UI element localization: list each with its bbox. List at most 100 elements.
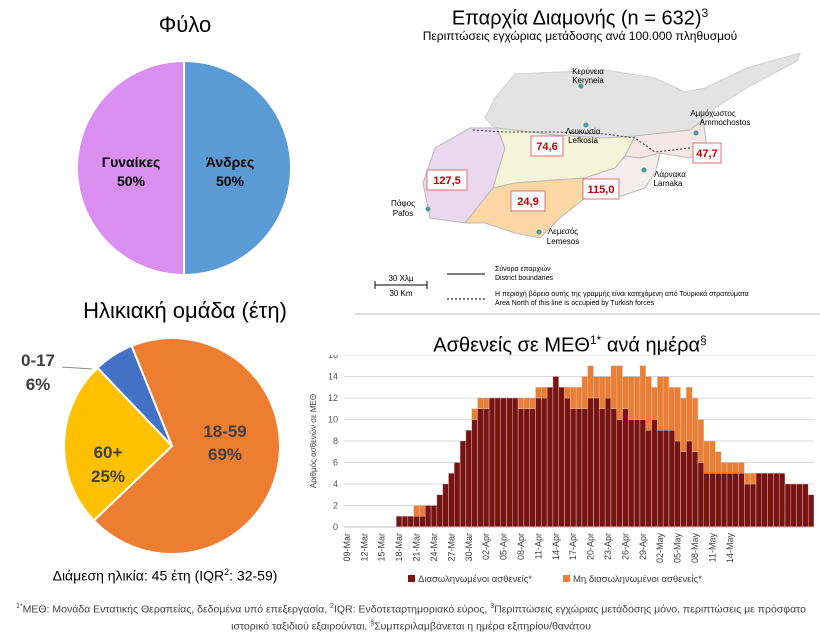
bar-non-intubated: [628, 376, 635, 420]
sex-chart-title: Φύλο: [158, 12, 212, 37]
rate-box-ammochostos: [692, 142, 722, 164]
bar-intubated: [616, 419, 623, 528]
x-tick-label: 30-Mar: [464, 533, 474, 562]
bar-intubated: [517, 408, 525, 528]
bar-non-intubated: [581, 376, 588, 409]
bar-intubated: [674, 440, 681, 528]
x-tick-label: 24-Mar: [429, 533, 439, 562]
legend-occupied-en: Area North of this line is occupied by T…: [495, 300, 655, 307]
bar-intubated: [552, 376, 559, 528]
x-tick-label: 02-Apr: [481, 533, 491, 560]
bar-non-intubated: [692, 397, 699, 452]
legend-label-intubated: Διασωληνωμένοι ασθενείς*: [418, 574, 532, 585]
city-name-keryneia-gr: Κερύνεια: [572, 67, 604, 76]
bar-non-intubated: [419, 505, 426, 517]
bar-intubated: [645, 430, 652, 528]
bar-intubated: [407, 516, 414, 528]
rate-box-larnaka: [582, 178, 620, 200]
bar-non-intubated: [413, 505, 420, 517]
bar-intubated: [784, 483, 791, 528]
occupied-line: [472, 129, 691, 153]
bar-non-intubated: [633, 376, 641, 420]
x-tick-label: 23-Apr: [603, 533, 613, 560]
age-slice-18-59: [92, 337, 281, 555]
scale-km-en: 30 Km: [389, 289, 412, 298]
legend-boundary-en: District boundaries: [495, 275, 553, 282]
city-name-lemesos-en: Lemesos: [547, 237, 579, 246]
bar-non-intubated: [477, 397, 484, 409]
city-name-pafos-en: Pafos: [393, 209, 413, 218]
bar-non-intubated: [517, 397, 525, 409]
bar-intubated: [546, 387, 554, 528]
x-tick-label: 05-Apr: [499, 533, 509, 560]
x-tick-label: 08-Apr: [516, 533, 526, 560]
bar-intubated: [587, 397, 594, 528]
bar-intubated: [604, 397, 612, 528]
age-slice-pct-60plus: 25%: [91, 467, 125, 486]
rate-box-pafos: [426, 169, 468, 191]
bar-non-intubated: [657, 376, 664, 431]
bar-intubated: [465, 430, 472, 528]
bar-intubated: [738, 473, 745, 528]
bar-intubated: [761, 473, 768, 528]
city-dot-ammochostos: [693, 130, 699, 136]
bar-intubated: [413, 516, 420, 528]
bar-non-intubated: [564, 387, 571, 399]
x-tick-label: 26-Apr: [620, 533, 630, 560]
city-dot-larnaka: [641, 167, 647, 173]
bar-intubated: [779, 473, 786, 528]
bar-intubated: [454, 462, 461, 528]
city-dot-lefkosia: [583, 122, 589, 128]
bar-intubated: [703, 473, 710, 528]
icu-bar-chart: 0 2 4 6 8 10 12 14 16 Αριθμός ασθενών σε ΜΕΘ 09-Ma…: [309, 355, 815, 585]
sex-slice-pct-women: 50%: [117, 173, 146, 189]
x-tick-label: 11-May: [707, 533, 717, 563]
bar-intubated: [442, 483, 449, 528]
bar-non-intubated: [744, 473, 751, 485]
bar-non-intubated: [651, 387, 658, 420]
city-name-larnaka-gr: Λάρνακα: [654, 170, 686, 179]
bar-non-intubated: [616, 365, 623, 420]
bar-intubated: [657, 430, 664, 528]
sex-pie-chart: Άνδρες 50% Γυναίκες 50%: [76, 60, 292, 277]
bar-intubated: [494, 397, 501, 528]
bar-intubated: [773, 473, 780, 528]
bar-non-intubated: [697, 419, 704, 463]
bar-non-intubated: [523, 397, 530, 409]
bar-intubated: [726, 473, 733, 528]
x-tick-label: 27-Mar: [446, 533, 456, 562]
bar-intubated: [459, 440, 466, 528]
bar-non-intubated: [726, 462, 733, 474]
sex-slice-άνδρες: [183, 60, 292, 277]
bar-non-intubated: [587, 365, 594, 399]
bar-intubated: [430, 505, 437, 528]
y-tick-label: 0: [333, 522, 338, 532]
x-tick-label: 11-Apr: [533, 533, 543, 559]
x-tick-label: 14-Apr: [551, 533, 561, 560]
bar-intubated: [512, 397, 519, 528]
city-name-ammochostos-en: Ammochostos: [700, 118, 751, 127]
bar-intubated: [808, 494, 815, 528]
bar-non-intubated: [575, 387, 583, 409]
x-tick-label: 18-Mar: [394, 533, 404, 562]
age-slice-pct-18-59: 69%: [208, 445, 242, 464]
bar-intubated: [709, 473, 716, 528]
legend-swatch-non-intubated: [563, 575, 570, 582]
bar-intubated: [744, 483, 751, 528]
bar-non-intubated: [593, 376, 600, 399]
bar-intubated: [662, 430, 670, 528]
bar-intubated: [523, 408, 530, 528]
bar-intubated: [680, 451, 687, 528]
bar-non-intubated: [645, 376, 652, 431]
legend-occupied-gr: Η περιοχή βόρεια αυτής της γραμμής είναι…: [495, 290, 749, 298]
bar-intubated: [535, 397, 542, 528]
bar-intubated: [593, 397, 600, 528]
bar-non-intubated: [483, 397, 490, 409]
rate-box-lefkosia: [530, 135, 564, 157]
bar-non-intubated: [738, 462, 745, 474]
city-name-lefkosia-en: Lefkosia: [568, 136, 598, 145]
cyprus-map: Κερύνεια Keryneia Λευκωσία Lefkosia Αμμό…: [355, 52, 820, 315]
bar-intubated: [796, 483, 803, 528]
bar-intubated: [471, 419, 478, 528]
bar-intubated: [570, 408, 577, 528]
